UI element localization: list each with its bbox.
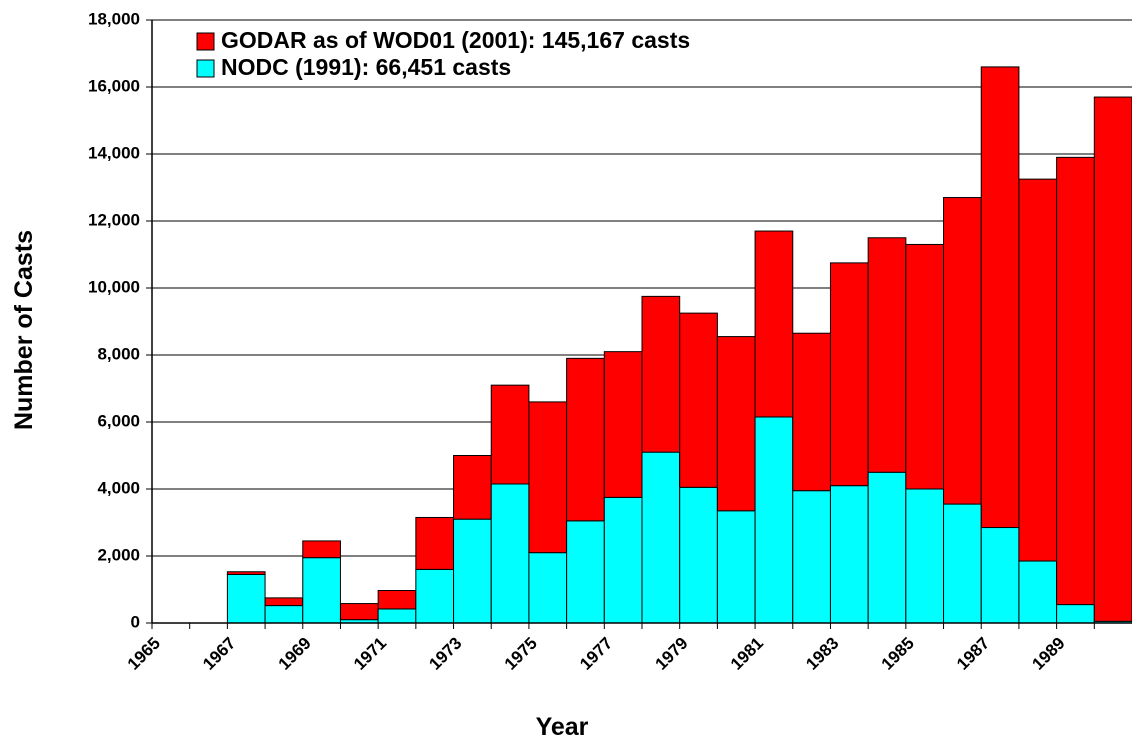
bar-segment (716, 510, 756, 624)
bar-segment (679, 486, 718, 624)
bar-segment (943, 503, 982, 624)
bar-segment (566, 357, 605, 522)
bar-segment (754, 416, 794, 624)
x-tick-label: 1965 (124, 634, 164, 674)
bar-segment (716, 336, 756, 512)
y-tick-label: 8,000 (97, 344, 140, 363)
bar-segment (264, 605, 304, 624)
bar-segment (226, 573, 266, 624)
bar-segment (943, 197, 982, 505)
bar-segment (829, 262, 869, 487)
x-tick-label: 1971 (350, 634, 390, 674)
x-axis-title: Year (536, 713, 589, 741)
x-tick-label: 1989 (1028, 634, 1068, 674)
bar-segment (1056, 604, 1095, 624)
bar-segment (377, 608, 417, 624)
x-tick-label: 1985 (878, 634, 918, 674)
bar-segment (867, 237, 907, 473)
x-tick-label: 1967 (199, 634, 239, 674)
bar-segment (1018, 178, 1058, 562)
bar-segment (792, 332, 831, 492)
bar-segment (603, 496, 643, 624)
legend-swatch (196, 59, 215, 78)
x-tick-label: 1983 (802, 634, 842, 674)
y-tick-label: 16,000 (88, 76, 140, 95)
legend-swatch (196, 32, 215, 51)
bar-segment (377, 590, 417, 610)
bar-segment (792, 490, 831, 624)
y-tick-label: 2,000 (97, 545, 140, 564)
bar-segment (641, 295, 681, 453)
y-tick-label: 12,000 (88, 210, 140, 229)
bar-segment (603, 351, 643, 498)
bar-segment (302, 540, 341, 559)
y-tick-label: 18,000 (88, 9, 140, 28)
bar-segment (641, 451, 681, 624)
x-tick-label: 1981 (727, 634, 767, 674)
bar-segment (905, 243, 945, 490)
y-tick-label: 4,000 (97, 478, 140, 497)
bar-segment (566, 520, 605, 624)
bar-segment (415, 516, 455, 570)
legend-label: NODC (1991): 66,451 casts (221, 54, 511, 80)
y-tick-label: 0 (131, 612, 140, 631)
y-tick-label: 14,000 (88, 143, 140, 162)
bar-segment (415, 568, 455, 624)
bar-segment (1093, 96, 1132, 622)
x-tick-label: 1979 (652, 634, 692, 674)
legend-label: GODAR as of WOD01 (2001): 145,167 casts (221, 27, 690, 53)
bar-segment (453, 455, 492, 520)
x-tick-label: 1973 (425, 634, 465, 674)
bar-segment (980, 527, 1020, 624)
bar-segment (1056, 156, 1095, 606)
y-axis-title: Number of Casts (10, 230, 38, 430)
bar-segment (490, 483, 530, 624)
bar-segment (528, 552, 568, 624)
y-tick-label: 10,000 (88, 277, 140, 296)
x-tick-label: 1969 (275, 634, 315, 674)
bar-segment (905, 488, 945, 624)
bar-segment (754, 230, 794, 418)
bar-segment (453, 518, 492, 624)
x-tick-label: 1975 (501, 634, 541, 674)
bar-segment (867, 471, 907, 624)
bar-segment (1018, 560, 1058, 624)
x-tick-label: 1987 (953, 634, 993, 674)
y-tick-label: 6,000 (97, 411, 140, 430)
bar-segment (226, 571, 266, 575)
bar-segment (490, 384, 530, 485)
bar-segment (264, 597, 304, 607)
bar-segment (980, 66, 1020, 529)
bar-segment (528, 401, 568, 554)
bar-segment (302, 557, 341, 624)
bar-segment (679, 312, 718, 488)
x-tick-label: 1977 (576, 634, 616, 674)
bar-segment (339, 603, 379, 621)
bar-segment (829, 485, 869, 624)
